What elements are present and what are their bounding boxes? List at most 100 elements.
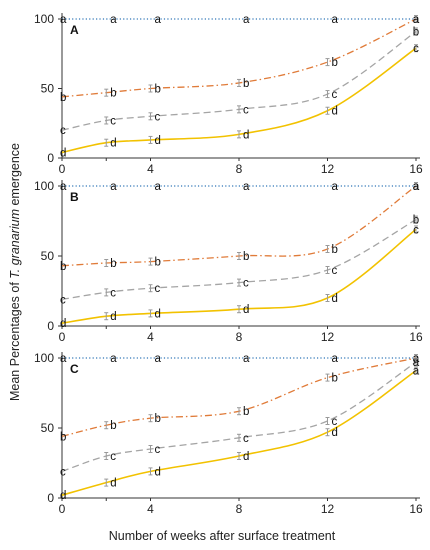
panel-b-x-tick-label: 0 (59, 330, 66, 344)
panel-b-series-gray-point-letter: c (243, 278, 249, 290)
panel-a-series-yellow-point-letter: d (243, 129, 249, 141)
panel-c-series-blue-point-letter: a (155, 353, 162, 365)
panel-c-y-tick-label: 50 (41, 421, 55, 435)
panel-a-series-gray-point-letter: c (110, 115, 116, 127)
panel-a-series-orange-point-letter: b (243, 78, 249, 90)
panel-c-series-gray-point-letter: c (243, 433, 249, 445)
panel-c-series-gray-point-letter: c (110, 451, 116, 463)
panel-b-series-yellow-point-letter: d (110, 311, 116, 323)
panel-b-series-yellow-point-letter: d (243, 304, 249, 316)
panel-a-label: A (70, 23, 79, 37)
panel-a-series-blue-point-letter: a (110, 14, 117, 26)
panel-a-series-gray-point-letter: c (155, 111, 161, 123)
panel-c-series-orange-point-letter: b (60, 431, 66, 443)
panel-b-x-tick-label: 12 (321, 330, 335, 344)
panel-a-series-yellow-point-letter: d (332, 106, 338, 118)
y-axis-title-species: T. granarium (8, 209, 22, 279)
panel-a-x-tick-label: 0 (59, 162, 66, 176)
panel-c-series-orange-point-letter: b (332, 373, 338, 385)
panel-a-series-blue-point-letter: a (60, 14, 67, 26)
panel-a-series-gray-point-letter: c (243, 104, 249, 116)
panel-b-y-tick-label: 100 (34, 179, 54, 193)
panel-c-series-yellow-line (61, 369, 417, 496)
panel-b-series-gray-point-letter: b (413, 215, 419, 227)
panel-c-series-gray-point-letter: c (155, 444, 161, 456)
panel-b-series-gray-point-letter: c (332, 265, 338, 277)
y-axis-title: Mean Percentages of T. granarium emergen… (8, 143, 22, 401)
panel-a-series-yellow-point-letter: d (60, 147, 66, 159)
panel-b-series-orange-point-letter: b (110, 258, 116, 270)
panel-b-x-tick-label: 4 (147, 330, 154, 344)
panel-a-series-blue-point-letter: a (332, 14, 339, 26)
panel-c-series-yellow-point-letter: a (413, 366, 420, 378)
panel-c-series-blue-point-letter: a (332, 353, 339, 365)
y-axis-title-suffix: emergence (8, 143, 22, 209)
panel-c-series-blue-point-letter: a (110, 353, 117, 365)
panel-a-x-tick-label: 4 (147, 162, 154, 176)
panel-a-series-gray-point-letter: c (332, 89, 338, 101)
x-axis-title: Number of weeks after surface treatment (109, 529, 336, 543)
panel-c-y-tick-label: 100 (34, 351, 54, 365)
panel-a-series-orange-point-letter: a (413, 14, 420, 26)
panel-b-series-blue-point-letter: a (110, 181, 117, 193)
panel-c-series-gray-point-letter: c (332, 416, 338, 428)
panel-a-x-tick-label: 12 (321, 162, 335, 176)
panel-b-series-blue-point-letter: a (155, 181, 162, 193)
panel-a-series-orange-point-letter: b (332, 57, 338, 69)
panel-a-series-blue-point-letter: a (243, 14, 250, 26)
panel-c-series-yellow-point-letter: d (332, 427, 338, 439)
panel-c-series-yellow-point-letter: d (243, 451, 249, 463)
panel-a-x-tick-label: 16 (409, 162, 423, 176)
panel-c-y-tick-label: 0 (47, 491, 54, 505)
panel-c-x-tick-label: 0 (59, 502, 66, 516)
panel-c-x-tick-label: 12 (321, 502, 335, 516)
panel-b-series-yellow-point-letter: d (155, 308, 161, 320)
panel-b-series-orange-point-letter: b (155, 257, 161, 269)
panel-c-x-tick-label: 16 (409, 502, 423, 516)
panel-a-y-tick-label: 100 (34, 12, 54, 26)
panel-b-series-gray-point-letter: c (155, 283, 161, 295)
panel-c-x-tick-label: 4 (147, 502, 154, 516)
panel-b-series-yellow-point-letter: c (413, 224, 419, 236)
panel-a-series-blue-point-letter: a (155, 14, 162, 26)
panel-b-y-tick-label: 0 (47, 319, 54, 333)
panel-b-series-orange-point-letter: b (332, 244, 338, 256)
panel-a-series-orange-point-letter: b (60, 92, 66, 104)
panel-b-x-tick-label: 16 (409, 330, 423, 344)
panel-a-series-yellow-point-letter: d (110, 138, 116, 150)
panel-a-series-orange-point-letter: b (110, 88, 116, 100)
panel-c-series-yellow-point-letter: d (60, 490, 66, 502)
panel-b-series-gray-point-letter: c (60, 294, 66, 306)
panel-c-x-tick-label: 8 (236, 502, 243, 516)
panel-a-series-yellow-point-letter: d (155, 135, 161, 147)
panel-b-series-yellow-point-letter: d (332, 293, 338, 305)
panel-c-series-yellow-point-letter: d (110, 478, 116, 490)
panel-b-series-blue-point-letter: a (332, 181, 339, 193)
panel-c-series-blue-point-letter: a (243, 353, 250, 365)
panel-b-series-blue-point-letter: a (60, 181, 67, 193)
panel-a-x-tick-label: 8 (236, 162, 243, 176)
panel-b-series-orange-point-letter: b (243, 251, 249, 263)
panel-c-series-gray-point-letter: c (60, 466, 66, 478)
y-axis-title-prefix: Mean Percentages of (8, 279, 22, 401)
panel-b-label: B (70, 190, 79, 204)
panel-b-series-yellow-point-letter: d (60, 318, 66, 330)
panel-a-series-yellow-point-letter: c (413, 43, 419, 55)
panel-b-y-tick-label: 50 (41, 249, 55, 263)
panel-c-series-orange-point-letter: b (243, 406, 249, 418)
panel-a-series-gray-point-letter: c (60, 125, 66, 137)
panel-c-series-orange-point-letter: b (110, 420, 116, 432)
panel-b-series-orange-point-letter: a (413, 181, 420, 193)
panel-b-series-gray-point-letter: c (110, 287, 116, 299)
panel-c-series-gray-point-letter: a (413, 357, 420, 369)
panel-b-series-orange-point-letter: b (60, 261, 66, 273)
panel-c-series-yellow-point-letter: d (155, 466, 161, 478)
panel-a-y-tick-label: 50 (41, 82, 55, 96)
panel-a-series-orange-point-letter: b (155, 84, 161, 96)
panel-c-series-blue-point-letter: a (60, 353, 67, 365)
panel-c-label: C (70, 362, 79, 376)
panel-c-series-orange-point-letter: b (155, 413, 161, 425)
panel-b-series-blue-point-letter: a (243, 181, 250, 193)
